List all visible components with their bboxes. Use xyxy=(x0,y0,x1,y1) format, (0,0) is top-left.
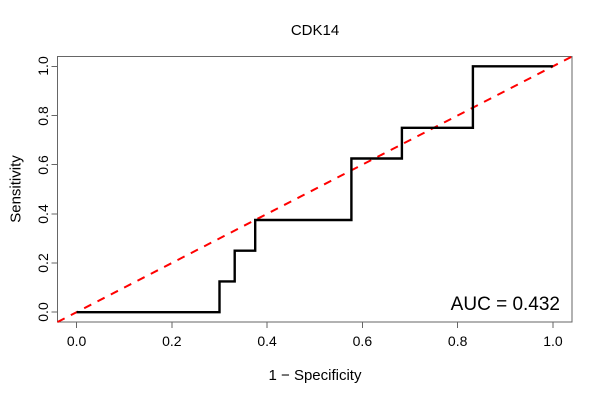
y-tick-label: 0.6 xyxy=(35,154,51,175)
y-tick-label: 1.0 xyxy=(35,56,51,77)
x-tick-label: 0.4 xyxy=(257,333,277,349)
x-tick-label: 0.8 xyxy=(447,333,468,349)
x-tick-label: 0.2 xyxy=(162,333,182,349)
y-tick-label: 0.0 xyxy=(35,302,51,322)
plot-title: CDK14 xyxy=(290,22,340,39)
x-tick-label: 1.0 xyxy=(543,333,563,349)
y-tick-label: 0.4 xyxy=(35,204,51,224)
x-tick-label: 0.0 xyxy=(66,333,87,349)
y-tick-label: 0.8 xyxy=(35,105,51,126)
x-tick-label: 0.6 xyxy=(352,333,373,349)
auc-annotation: AUC = 0.432 xyxy=(450,294,560,315)
reference-diagonal-line xyxy=(57,55,573,323)
plot-box xyxy=(57,56,573,323)
y-axis-label: Sensitivity xyxy=(7,155,25,223)
roc-curve-line xyxy=(76,65,553,314)
x-axis-label: 1 − Specificity xyxy=(268,367,362,384)
y-tick-label: 0.2 xyxy=(35,253,51,273)
